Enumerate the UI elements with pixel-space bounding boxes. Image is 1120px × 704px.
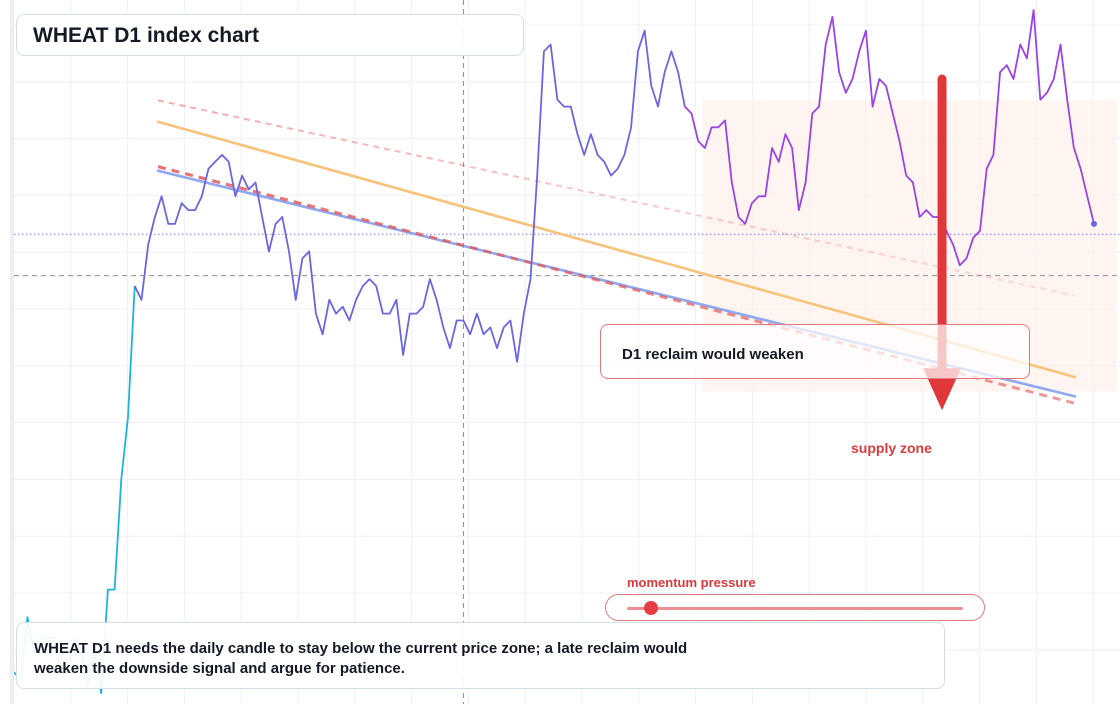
- supply-zone-label: supply zone: [851, 440, 932, 456]
- last-price-dot: [1091, 220, 1097, 227]
- momentum-knob: [643, 601, 658, 615]
- callout-text: D1 reclaim would weaken: [622, 346, 804, 363]
- price-line-late: [684, 9, 1095, 267]
- reclaim-callout: D1 reclaim would weaken: [600, 324, 1030, 379]
- title-panel: WHEAT D1 index chart: [16, 14, 524, 56]
- chart-title: WHEAT D1 index chart: [33, 24, 259, 47]
- price-levels: [14, 0, 1120, 704]
- momentum-label: momentum pressure: [627, 575, 756, 590]
- channel-upper-line: [157, 99, 1076, 297]
- summary-panel: WHEAT D1 needs the daily candle to stay …: [16, 622, 945, 689]
- momentum-meter: [605, 594, 985, 621]
- summary-line-1: WHEAT D1 needs the daily candle to stay …: [34, 640, 688, 657]
- summary-text: WHEAT D1 needs the daily candle to stay …: [34, 639, 734, 679]
- summary-line-2: weaken the downside signal and argue for…: [34, 660, 405, 677]
- price-line-mid: [133, 29, 686, 363]
- momentum-track: [627, 607, 963, 610]
- price-scale-strip: [10, 0, 14, 704]
